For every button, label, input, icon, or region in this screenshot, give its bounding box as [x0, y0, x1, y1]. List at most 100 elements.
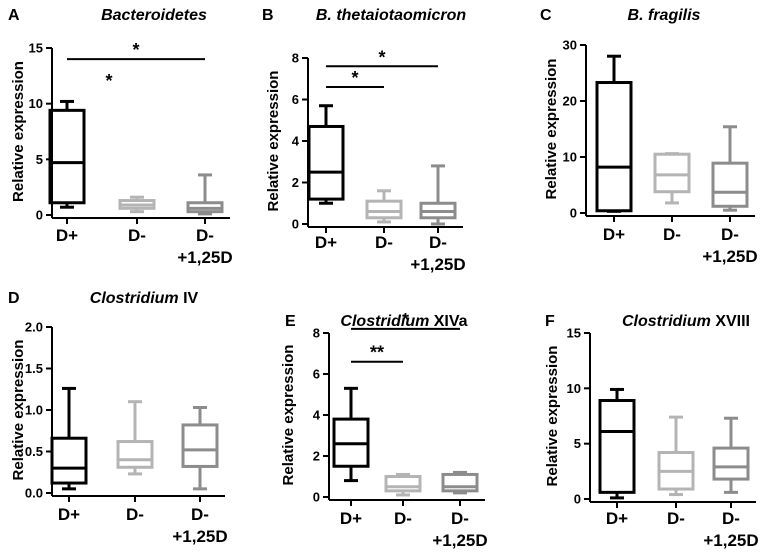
x-tick-label: D+	[603, 225, 625, 244]
panel-title-italic: B. thetaiotaomicron	[316, 7, 466, 24]
box-d125d	[181, 406, 219, 491]
panel-title: Bacteroidetes	[101, 7, 207, 24]
box-d125d	[711, 125, 749, 212]
x-tick-label: D-	[375, 233, 393, 252]
y-tick-label: 2.0	[25, 320, 43, 335]
y-tick-label: 15	[29, 41, 43, 56]
box-d	[384, 472, 422, 497]
x-tick-label: D-	[663, 225, 681, 244]
box-d125d	[186, 173, 224, 216]
panel-label: D	[8, 290, 20, 307]
panel-title: Clostridium IV	[90, 290, 199, 307]
y-tick-label: 2	[292, 175, 299, 190]
panel-title-italic: Clostridium	[90, 290, 179, 307]
y-tick-label: 10	[563, 150, 577, 165]
x-tick-label: +1,25D	[702, 247, 757, 266]
y-tick-label: 0.0	[25, 486, 43, 501]
box-d	[50, 386, 88, 491]
y-tick-label: 1.0	[25, 403, 43, 418]
y-tick-label: 10	[29, 96, 43, 111]
panel-title-suffix: XVIII	[711, 313, 750, 330]
y-tick-label: 0	[570, 206, 577, 221]
y-tick-label: 15	[567, 326, 581, 341]
x-tick-label: D-	[721, 225, 739, 244]
y-tick-label: 0	[292, 217, 299, 232]
box-d125d	[419, 164, 457, 226]
panel-title: Clostridium XIVa	[340, 313, 467, 330]
y-tick-label: 4	[313, 408, 321, 423]
box-iqr	[595, 81, 633, 213]
y-tick-label: 1.5	[25, 361, 43, 376]
x-tick-label: D-	[126, 505, 144, 524]
x-tick-label: D+	[315, 233, 337, 252]
box-d	[48, 99, 86, 209]
box-iqr	[307, 124, 345, 201]
y-tick-label: 4	[292, 134, 300, 149]
panel-c: C B. fragilis Relative expression 0 10 20 30 D+…	[540, 7, 758, 266]
x-tick-label: D+	[606, 509, 628, 528]
box-d	[365, 189, 403, 224]
panel-label: A	[8, 7, 20, 24]
panel-title: B. fragilis	[628, 7, 701, 24]
y-tick-label: 0	[574, 492, 581, 507]
y-tick-label: 6	[292, 92, 299, 107]
x-tick-label: D-	[196, 226, 214, 245]
y-tick-label: 30	[563, 38, 577, 53]
panel-label: C	[540, 7, 552, 24]
y-tick-label: 5	[574, 436, 581, 451]
y-axis-label: Relative expression	[544, 346, 561, 487]
box-iqr	[50, 436, 88, 485]
panel-title: B. thetaiotaomicron	[316, 7, 466, 24]
y-tick-label: 0	[36, 208, 43, 223]
y-tick-label: 10	[567, 381, 581, 396]
x-tick-label: +1,25D	[703, 531, 758, 550]
y-tick-label: 0	[313, 490, 320, 505]
x-tick-label: D+	[58, 505, 80, 524]
significance-star: *	[378, 47, 385, 67]
significance-star: *	[351, 68, 358, 88]
panel-title-italic: Bacteroidetes	[101, 7, 207, 24]
box-iqr	[711, 161, 749, 208]
y-tick-label: 2	[313, 449, 320, 464]
box-d	[657, 415, 695, 497]
significance-star: **	[370, 343, 384, 363]
box-iqr	[598, 399, 636, 494]
y-tick-label: 20	[563, 94, 577, 109]
box-d	[598, 387, 636, 500]
panel-e: E Clostridium XIVa Relative expression 0 2 4 6…	[280, 310, 488, 550]
panel-label: E	[285, 313, 296, 330]
panel-title-suffix: XIVa	[429, 313, 467, 330]
y-axis-label: Relative expression	[10, 340, 27, 481]
box-iqr	[48, 108, 86, 205]
panel-title-italic: Clostridium	[622, 313, 711, 330]
box-iqr	[116, 440, 154, 469]
y-tick-label: 0.5	[25, 444, 43, 459]
panel-label: B	[262, 7, 274, 24]
box-iqr	[384, 475, 422, 493]
box-d	[307, 104, 345, 205]
x-tick-label: +1,25D	[177, 248, 232, 267]
panel-a: A Bacteroidetes Relative expression 0 5 10 15 D…	[8, 7, 233, 267]
y-tick-label: 8	[313, 326, 320, 341]
panel-b: B B. thetaiotaomicron Relative expression 0…	[262, 7, 466, 274]
y-axis-label: Relative expression	[10, 61, 27, 202]
x-tick-label: D-	[394, 509, 412, 528]
y-axis-label: Relative expression	[280, 345, 297, 486]
box-iqr	[181, 423, 219, 468]
y-tick-label: 5	[36, 152, 43, 167]
box-iqr	[712, 446, 750, 481]
panel-title-suffix: IV	[179, 290, 199, 307]
x-tick-label: +1,25D	[172, 527, 227, 546]
panel-title-italic: Clostridium	[340, 313, 429, 330]
x-tick-label: D-	[191, 505, 209, 524]
box-d	[595, 54, 633, 213]
x-tick-label: D-	[722, 509, 740, 528]
box-iqr	[441, 472, 479, 493]
significance-star: *	[105, 71, 112, 91]
box-d125d	[441, 470, 479, 495]
y-tick-label: 8	[292, 51, 299, 66]
box-iqr	[653, 152, 691, 194]
panel-label: F	[545, 313, 555, 330]
panel-title: Clostridium XVIII	[622, 313, 750, 330]
